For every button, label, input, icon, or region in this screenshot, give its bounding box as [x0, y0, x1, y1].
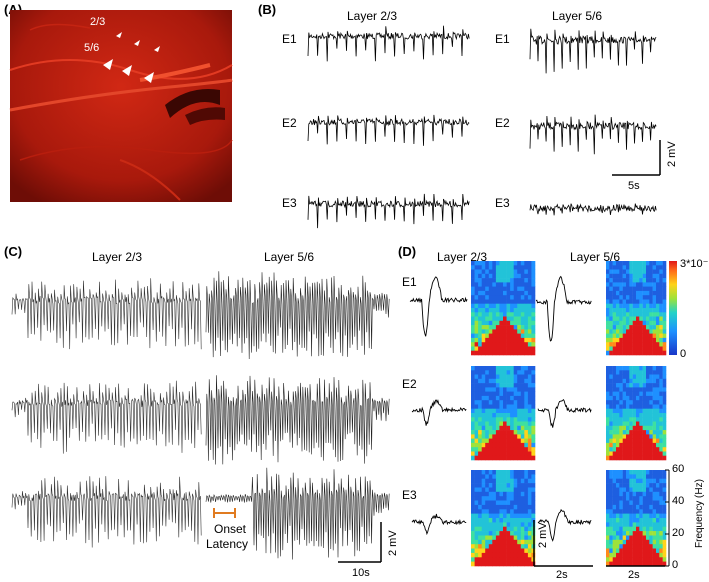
d-scale-v: 2 mV [537, 522, 549, 548]
spectrogram-e2-l23 [471, 366, 536, 461]
b-trace-l56-e3 [529, 203, 657, 216]
b-title-layer56: Layer 5/6 [552, 9, 603, 23]
b-scale-t: 5s [628, 180, 640, 192]
d-wave-e3-l23 [411, 513, 467, 536]
b-e1-left: E1 [282, 32, 297, 46]
panel-b-label: (B) [258, 2, 277, 17]
b-trace-l23-e3 [307, 193, 470, 229]
d-e1: E1 [402, 275, 417, 289]
d-wave-e2-l23 [411, 399, 467, 426]
b-title-layer23: Layer 2/3 [347, 9, 398, 23]
d-title-layer23: Layer 2/3 [437, 250, 488, 264]
d-scale-t2: 2s [628, 569, 640, 581]
spectrogram-e3-l56 [606, 470, 667, 567]
spectrogram-e1-l56 [606, 261, 667, 356]
b-e2-right: E2 [495, 116, 510, 130]
c-scale-t: 10s [352, 567, 370, 579]
d-title-layer56: Layer 5/6 [570, 250, 621, 264]
latency-label: Latency [206, 537, 249, 551]
onset-label: Onset [214, 522, 247, 536]
b-e3-right: E3 [495, 196, 510, 210]
spectrogram-e2-l56 [606, 366, 667, 461]
colorbar-min: 0 [680, 348, 687, 360]
b-trace-l23-e2 [307, 114, 470, 146]
d-e3: E3 [402, 488, 417, 502]
d-scale-t1: 2s [556, 569, 568, 581]
panel-d-label: (D) [398, 244, 417, 259]
colorbar-max: 3*10⁻⁴ [680, 258, 709, 270]
annotation-layer-23: 2/3 [90, 16, 106, 28]
histology-drawing [9, 10, 233, 202]
panel-c-label: (C) [4, 244, 23, 259]
b-e1-right: E1 [495, 32, 510, 46]
b-trace-l56-e1 [529, 28, 657, 74]
histology-image: 2/3 5/6 [9, 10, 233, 202]
annotation-layer-56: 5/6 [84, 42, 100, 54]
c-trace-l23-2 [11, 380, 202, 454]
d-wave-e2-l56 [537, 399, 592, 428]
d-e2: E2 [402, 377, 417, 391]
c-title-layer23: Layer 2/3 [92, 250, 143, 264]
freq-tick-60: 60 [672, 463, 685, 475]
b-e2-left: E2 [282, 116, 297, 130]
d-wave-e1-l56 [535, 275, 592, 342]
c-trace-l56-1 [205, 271, 390, 360]
freq-tick-0: 0 [672, 559, 679, 571]
d-wave-e3-l56 [537, 508, 592, 542]
spectrogram-e1-l23 [471, 261, 536, 356]
b-trace-l23-e1 [307, 25, 470, 62]
c-title-layer56: Layer 5/6 [264, 250, 315, 264]
spectrogram-e3-l23 [471, 470, 536, 567]
c-trace-l56-3 [205, 467, 390, 560]
arrowheads [103, 32, 160, 83]
b-e3-left: E3 [282, 196, 297, 210]
freq-tick-20: 20 [672, 527, 685, 539]
colorbar [669, 261, 677, 355]
b-trace-l56-e2 [529, 114, 657, 155]
freq-tick-40: 40 [672, 495, 685, 507]
c-trace-l23-3 [11, 476, 202, 548]
d-wave-e1-l23 [409, 276, 468, 337]
c-trace-l23-1 [11, 278, 202, 350]
c-trace-l56-2 [205, 375, 390, 465]
